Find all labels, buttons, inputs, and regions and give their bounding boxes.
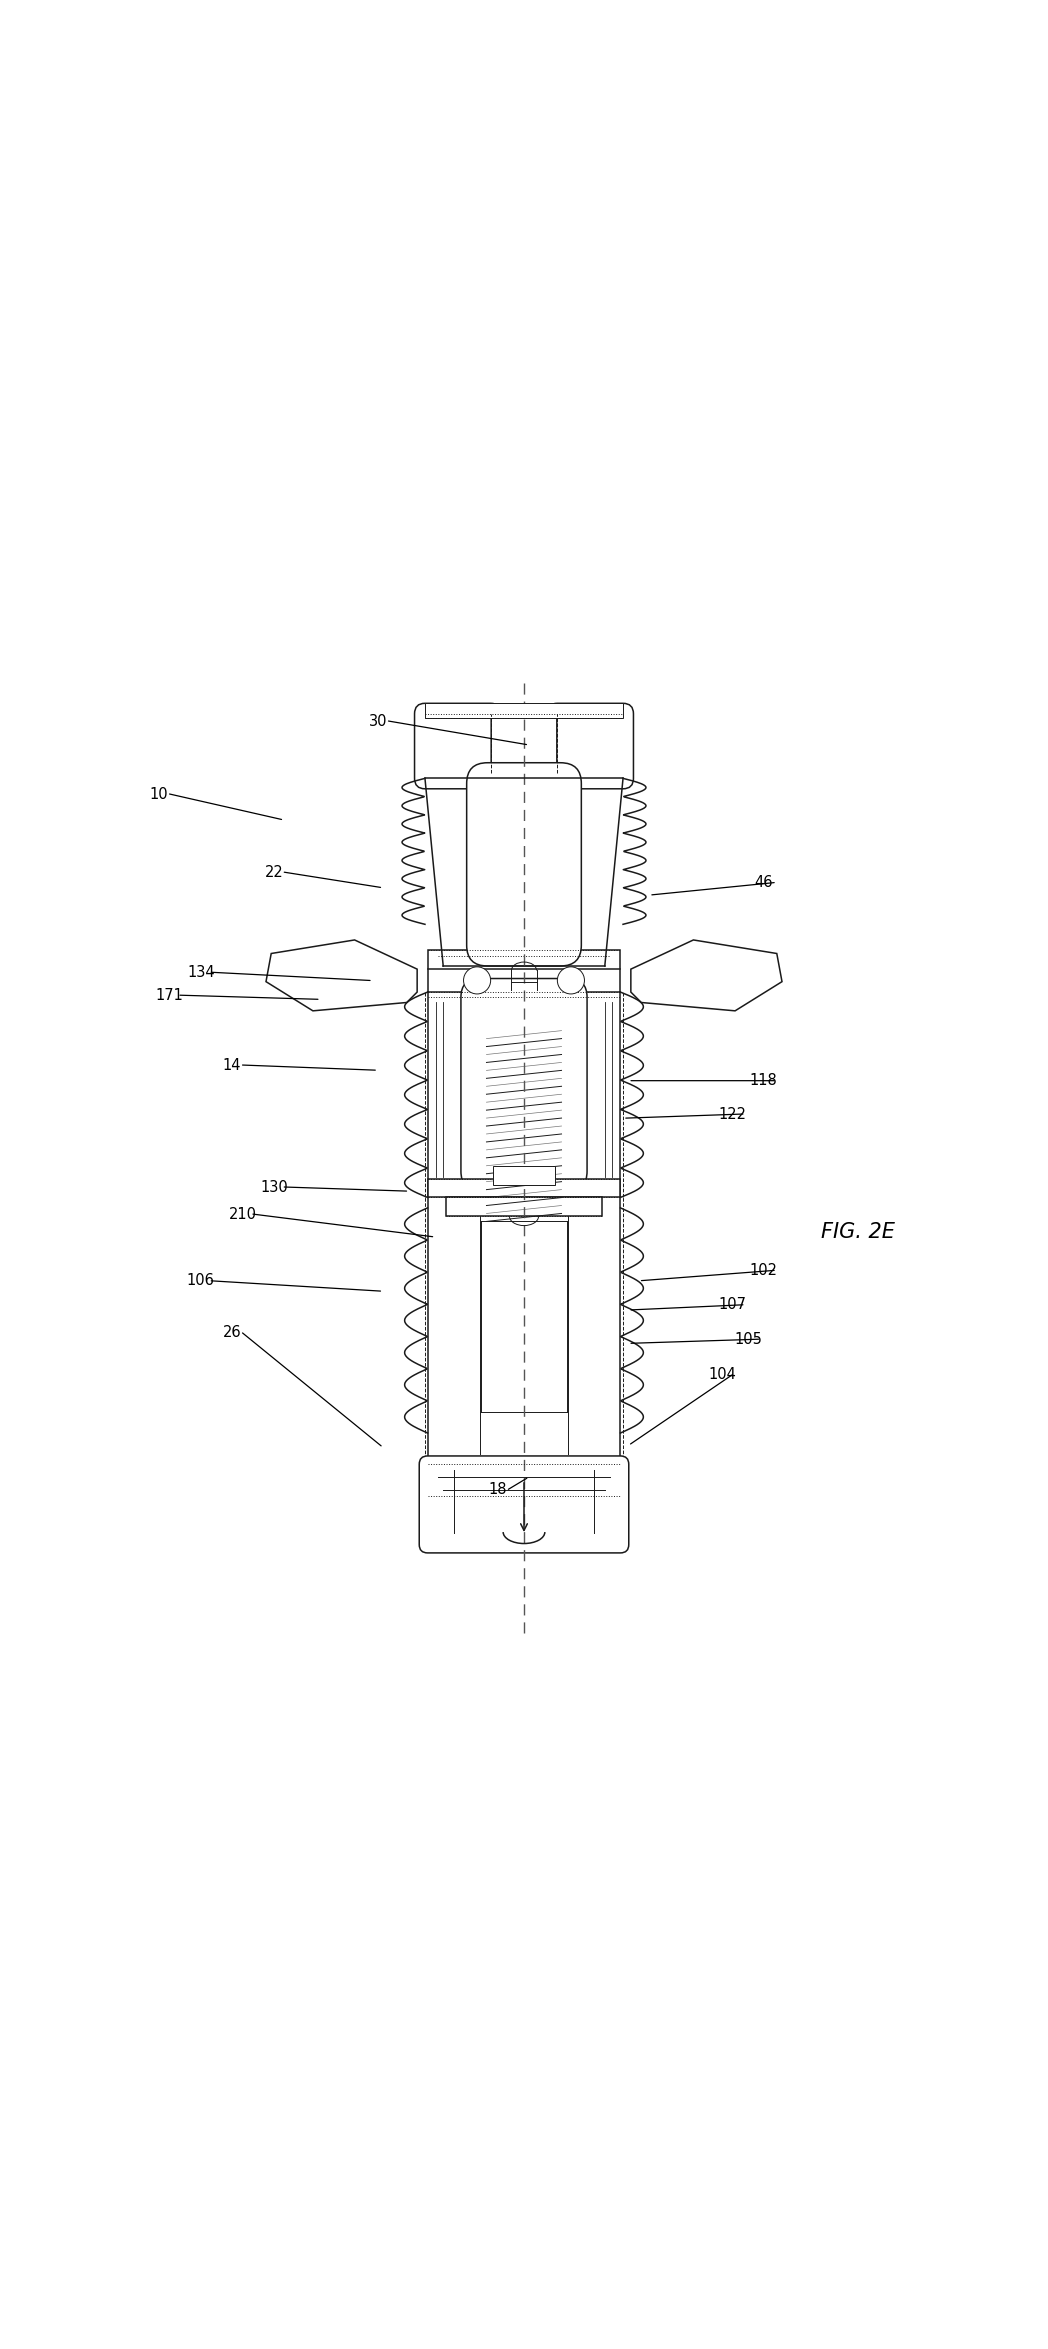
- FancyBboxPatch shape: [547, 702, 633, 789]
- Bar: [428, 951, 620, 991]
- Text: FIG. 2E: FIG. 2E: [821, 1221, 895, 1243]
- Bar: [428, 1179, 620, 1198]
- Circle shape: [463, 968, 490, 994]
- FancyBboxPatch shape: [492, 709, 556, 775]
- Text: 22: 22: [264, 864, 283, 879]
- Circle shape: [558, 968, 585, 994]
- Text: 130: 130: [260, 1179, 288, 1196]
- Text: 30: 30: [369, 714, 388, 728]
- Text: 210: 210: [228, 1207, 257, 1221]
- Text: 106: 106: [187, 1273, 215, 1287]
- FancyBboxPatch shape: [466, 763, 582, 965]
- Text: 171: 171: [156, 987, 183, 1003]
- Text: 107: 107: [719, 1297, 746, 1313]
- FancyBboxPatch shape: [419, 1456, 629, 1553]
- Text: 118: 118: [750, 1073, 778, 1088]
- Bar: [445, 1198, 603, 1217]
- Polygon shape: [266, 940, 417, 1010]
- Text: 134: 134: [187, 965, 215, 980]
- Text: 105: 105: [735, 1332, 762, 1346]
- Polygon shape: [631, 940, 782, 1010]
- Text: 14: 14: [223, 1057, 241, 1073]
- FancyBboxPatch shape: [415, 702, 501, 789]
- Text: 102: 102: [749, 1264, 778, 1278]
- Text: 122: 122: [719, 1106, 746, 1120]
- Bar: [493, 1165, 555, 1184]
- Bar: [553, 987, 583, 1003]
- Text: 18: 18: [488, 1482, 507, 1496]
- Text: 26: 26: [223, 1325, 241, 1341]
- Text: 46: 46: [755, 876, 773, 890]
- Bar: [466, 987, 496, 1003]
- Bar: [425, 702, 623, 719]
- FancyBboxPatch shape: [461, 980, 587, 1191]
- Text: 104: 104: [708, 1367, 736, 1381]
- Text: 10: 10: [150, 787, 169, 801]
